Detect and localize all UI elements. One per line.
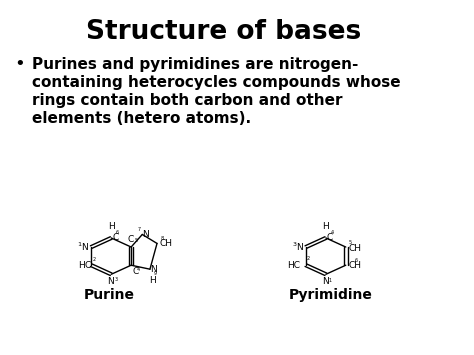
Text: $^4$: $^4$ — [136, 266, 141, 272]
Text: $_2$: $_2$ — [306, 254, 311, 263]
Text: C: C — [84, 261, 91, 270]
Text: $^3$N: $^3$N — [292, 240, 304, 252]
Text: Structure of bases: Structure of bases — [86, 18, 362, 44]
Text: containing heterocycles compounds whose: containing heterocycles compounds whose — [32, 75, 401, 90]
Text: elements (hetero atoms).: elements (hetero atoms). — [32, 111, 252, 126]
Text: N: N — [150, 265, 157, 274]
Text: CH: CH — [348, 261, 362, 270]
Text: $^8$: $^8$ — [160, 235, 164, 241]
Text: $^5$: $^5$ — [134, 237, 138, 243]
Text: $^6$: $^6$ — [115, 230, 120, 235]
Text: N: N — [142, 230, 149, 239]
Text: rings contain both carbon and other: rings contain both carbon and other — [32, 93, 343, 108]
Text: Pyrimidine: Pyrimidine — [288, 288, 372, 302]
Text: $^5$: $^5$ — [348, 240, 353, 246]
Text: •: • — [14, 55, 25, 73]
Text: H: H — [78, 261, 85, 270]
Text: $^1$N: $^1$N — [77, 240, 90, 252]
Text: CH: CH — [160, 239, 173, 248]
Text: $_3$: $_3$ — [114, 276, 118, 284]
Text: $^7$: $^7$ — [137, 227, 142, 233]
Text: $_9$: $_9$ — [153, 270, 157, 278]
Text: $_1$: $_1$ — [328, 277, 333, 285]
Text: N: N — [108, 277, 114, 286]
Text: H: H — [149, 276, 155, 285]
Text: C: C — [327, 233, 333, 242]
Text: $^2$: $^2$ — [91, 256, 96, 262]
Text: N: N — [322, 277, 329, 286]
Text: H: H — [108, 222, 115, 231]
Text: H: H — [322, 222, 329, 231]
Text: $^6$: $^6$ — [354, 257, 359, 263]
Text: Purines and pyrimidines are nitrogen-: Purines and pyrimidines are nitrogen- — [32, 57, 359, 72]
Text: CH: CH — [348, 244, 362, 253]
Text: HC: HC — [287, 261, 300, 270]
Text: C: C — [112, 233, 118, 242]
Text: C: C — [133, 267, 139, 276]
Text: $^4$: $^4$ — [330, 230, 335, 235]
Text: C: C — [128, 235, 134, 244]
Text: Purine: Purine — [83, 288, 135, 302]
